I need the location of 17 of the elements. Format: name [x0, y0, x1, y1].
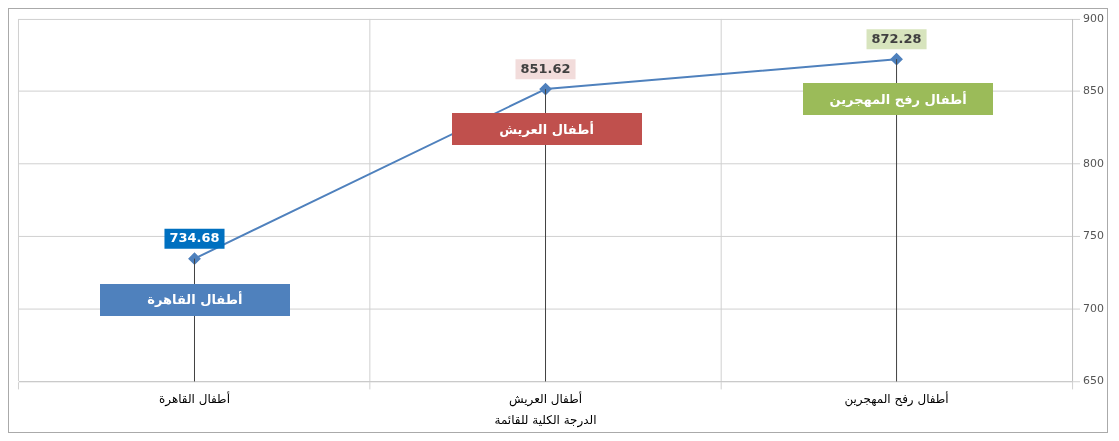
data-label: 851.62 [520, 60, 571, 76]
callout-box: أطفال القاهرة [99, 283, 290, 316]
point [890, 53, 903, 66]
x-tick-label: أطفال القاهرة [159, 390, 230, 407]
callout-box: أطفال رفح المهجرين [803, 83, 994, 116]
x-tick-label: أطفال رفح المهجرين [844, 390, 949, 407]
y-tick-label: 850 [1083, 84, 1105, 98]
y-tick-label: 900 [1083, 11, 1105, 25]
callout-box: أطفال العريش [451, 113, 642, 146]
y-tick-label: 800 [1083, 156, 1105, 170]
x-tick-label: أطفال العريش [509, 390, 583, 407]
y-tick-label: 700 [1083, 301, 1105, 315]
y-tick-label: 750 [1083, 229, 1105, 243]
y-tick-label: 650 [1083, 374, 1105, 388]
x-axis-title: الدرجة الكلية للقائمة [494, 412, 597, 428]
data-label: 872.28 [871, 30, 922, 46]
data-label: 734.68 [169, 230, 220, 246]
